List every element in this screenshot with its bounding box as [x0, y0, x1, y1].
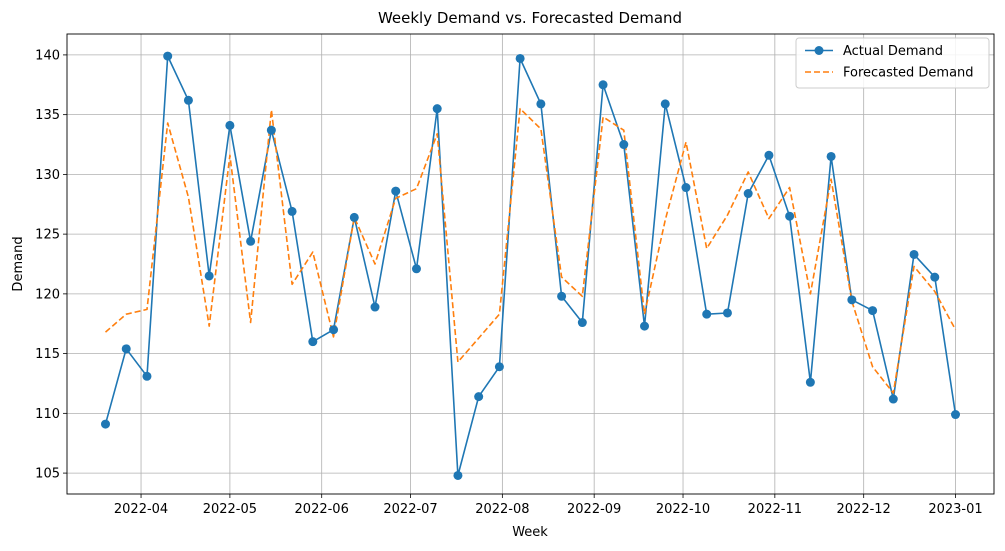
y-tick-label: 115	[35, 347, 60, 362]
legend-actual-label: Actual Demand	[843, 44, 943, 59]
actual-demand-point	[101, 419, 111, 429]
y-tick-label: 110	[35, 407, 60, 422]
y-tick-label: 125	[35, 228, 60, 243]
x-axis-label: Week	[512, 525, 548, 540]
actual-demand-point	[287, 206, 297, 216]
actual-demand-point	[805, 377, 815, 387]
actual-demand-point	[225, 120, 235, 130]
actual-demand-point	[391, 186, 401, 196]
actual-demand-point	[121, 344, 131, 354]
y-tick-label: 130	[35, 168, 60, 183]
forecasted-demand-line	[104, 107, 957, 394]
actual-demand-point	[826, 151, 836, 161]
actual-demand-point	[702, 309, 712, 319]
legend-actual-marker	[814, 46, 824, 55]
x-tick-label: 2022-05	[203, 502, 257, 517]
y-tick-label: 120	[35, 287, 60, 302]
x-tick-label: 2022-08	[475, 502, 529, 517]
x-axis: 2022-04 2022-05 2022-06 2022-07 2022-08 2022-…	[114, 494, 983, 517]
actual-demand-point	[142, 371, 152, 381]
x-tick-label: 2022-04	[114, 502, 168, 517]
actual-demand-point	[204, 271, 214, 281]
actual-demand-point	[888, 394, 898, 404]
legend-forecast-label: Forecasted Demand	[843, 66, 974, 81]
legend: Actual Demand Forecasted Demand	[795, 37, 990, 89]
x-tick-label: 2022-07	[383, 502, 437, 517]
chart-title: Weekly Demand vs. Forecasted Demand	[378, 9, 682, 27]
y-tick-label: 140	[35, 48, 60, 63]
actual-demand-line	[104, 55, 957, 477]
x-tick-label: 2022-10	[656, 502, 710, 517]
actual-demand-point	[246, 236, 256, 246]
actual-demand-point	[432, 104, 442, 114]
actual-demand-point	[349, 212, 359, 222]
actual-demand-point	[536, 99, 546, 109]
actual-demand-point	[329, 325, 339, 335]
y-axis-label: Demand	[11, 236, 26, 291]
actual-demand-point	[847, 295, 857, 305]
actual-demand-point	[868, 306, 878, 316]
actual-demand-point	[266, 125, 276, 135]
x-tick-label: 2022-06	[295, 502, 349, 517]
actual-demand-point	[183, 95, 193, 105]
actual-demand-point	[930, 272, 940, 282]
actual-demand-point	[722, 308, 732, 318]
actual-demand-point	[598, 80, 608, 90]
series-layer	[101, 51, 960, 480]
actual-demand-point	[163, 51, 173, 61]
plot-frame	[66, 33, 995, 495]
x-tick-label: 2022-09	[567, 502, 621, 517]
actual-demand-point	[494, 362, 504, 372]
y-tick-label: 135	[35, 108, 60, 123]
actual-demand-point	[557, 291, 567, 301]
actual-demand-point	[660, 99, 670, 109]
actual-demand-point	[474, 392, 484, 402]
actual-demand-point	[370, 302, 380, 312]
actual-demand-point	[308, 337, 318, 347]
actual-demand-point	[681, 183, 691, 193]
actual-demand-point	[619, 140, 629, 150]
actual-demand-point	[411, 264, 421, 274]
x-tick-label: 2023-01	[928, 502, 982, 517]
x-tick-label: 2022-12	[837, 502, 891, 517]
actual-demand-point	[909, 249, 919, 259]
actual-demand-point	[640, 321, 650, 331]
actual-demand-point	[743, 189, 753, 199]
legend-box	[795, 37, 990, 89]
actual-demand-point	[764, 150, 774, 160]
y-axis: 105 110 115 120 125 130 135 140	[35, 48, 67, 482]
y-tick-label: 105	[35, 467, 60, 482]
actual-demand-point	[577, 318, 587, 328]
grid	[67, 34, 994, 494]
actual-demand-point	[950, 410, 960, 420]
x-tick-label: 2022-11	[748, 502, 802, 517]
actual-demand-point	[785, 211, 795, 221]
actual-demand-point	[515, 53, 525, 63]
actual-demand-point	[453, 470, 463, 480]
